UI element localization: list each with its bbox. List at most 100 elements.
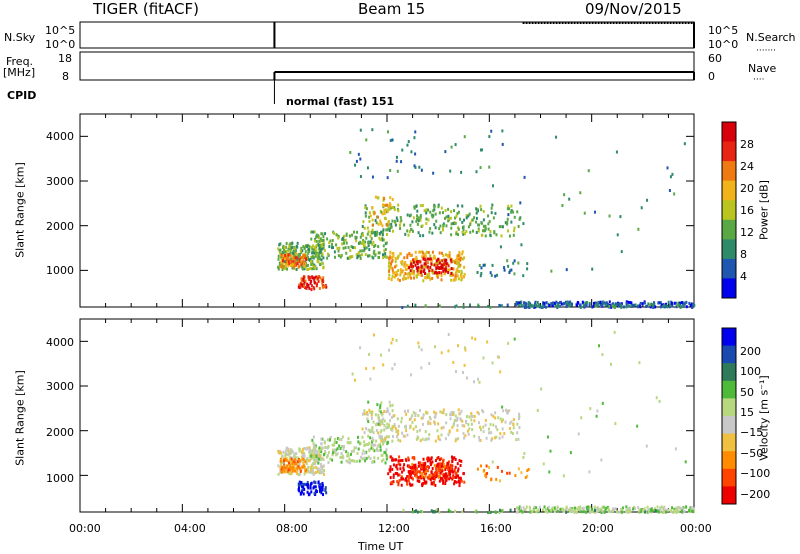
power-echo [389,168,392,172]
velocity-echo [277,472,280,476]
power-echo [588,303,591,307]
velocity-echo [402,508,405,512]
velocity-echo [308,492,311,496]
power-echo [313,278,316,282]
velocity-echo [281,461,284,465]
velocity-echo [381,439,384,443]
power-echo [440,278,443,282]
velocity-echo [405,458,408,462]
power-echo [312,263,315,267]
power-echo [459,258,462,262]
velocity-echo [526,474,529,478]
velocity-echo [501,508,504,512]
power-echo [315,233,318,237]
velocity-echo [319,483,322,487]
velocity-echo [431,476,434,480]
power-echo [457,261,460,265]
velocity-echo [428,415,431,419]
power-echo [591,305,594,309]
velocity-echo [460,409,463,413]
power-echo [518,301,521,305]
power-echo [377,215,380,219]
power-echo [381,253,384,257]
power-echo [397,254,400,258]
power-echo [303,254,306,258]
power-echo [432,271,435,275]
power-echo [354,163,357,167]
velocity-echo [466,376,469,380]
velocity-echo [492,414,495,418]
power-echo [678,303,681,307]
velocity-echo [386,440,389,444]
power-echo [415,217,418,221]
power-echo [397,209,400,213]
power-echo [297,256,300,260]
velocity-echo [479,464,482,468]
power-echo [671,172,674,176]
power-echo [441,259,444,263]
power-echo [522,274,525,278]
velocity-echo [288,450,291,454]
velocity-echo [417,464,420,468]
velocity-echo [398,473,401,477]
power-echo [368,219,371,223]
velocity-echo [439,471,442,475]
velocity-echo [361,427,364,431]
power-echo [291,246,294,250]
velocity-echo [522,455,525,459]
power-echo [302,259,305,263]
velocity-echo [321,485,324,489]
power-echo [459,274,462,278]
power-ytick: 4000 [46,130,74,143]
power-echo [372,251,375,255]
velocity-echo [463,363,466,367]
velocity-echo [426,411,429,415]
power-echo [311,267,314,271]
velocity-echo [303,482,306,486]
velocity-echo [361,412,364,416]
nsky-label: N.Sky [4,31,36,44]
x-tick: 08:00 [276,522,308,535]
power-echo [429,254,432,258]
velocity-echo [455,437,458,441]
power-echo [287,249,290,253]
velocity-echo [392,473,395,477]
power-echo [387,208,390,212]
velocity-echo [662,506,665,510]
power-echo [354,235,357,239]
power-cb-tick: 24 [740,160,754,173]
velocity-echo [418,470,421,474]
velocity-echo [463,424,466,428]
velocity-echo [372,420,375,424]
velocity-echo [426,457,429,461]
power-echo [304,260,307,264]
power-echo [666,305,669,309]
velocity-echo [391,367,394,371]
velocity-echo [410,472,413,476]
power-echo [583,305,586,309]
velocity-echo [315,458,318,462]
velocity-echo [464,348,467,352]
velocity-echo [368,408,371,412]
power-echo [613,306,616,310]
power-echo [520,300,523,304]
velocity-echo [389,468,392,472]
velocity-echo [341,454,344,458]
velocity-echo [437,462,440,466]
power-echo [422,257,425,261]
power-echo [445,215,448,219]
nsky-strip-frame [79,21,695,49]
power-echo [652,305,655,309]
velocity-echo [349,441,352,445]
power-echo [388,273,391,277]
power-echo [322,276,325,280]
power-echo [403,274,406,278]
velocity-echo [610,362,613,366]
power-echo [437,203,440,207]
power-echo [430,262,433,266]
power-echo [299,249,302,253]
power-echo [441,266,444,270]
power-echo [392,251,395,255]
power-echo [506,220,509,224]
power-echo [341,236,344,240]
